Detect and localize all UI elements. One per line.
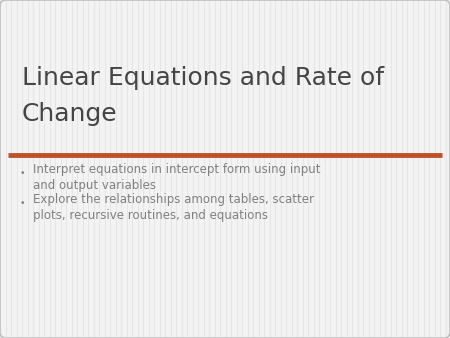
Text: Linear Equations and Rate of: Linear Equations and Rate of	[22, 66, 384, 90]
Text: and output variables: and output variables	[33, 178, 156, 192]
Text: Change: Change	[22, 102, 117, 126]
Text: Interpret equations in intercept form using input: Interpret equations in intercept form us…	[33, 164, 320, 176]
Text: •: •	[20, 169, 26, 177]
Text: Explore the relationships among tables, scatter: Explore the relationships among tables, …	[33, 193, 314, 207]
Text: •: •	[20, 198, 26, 208]
Text: plots, recursive routines, and equations: plots, recursive routines, and equations	[33, 209, 268, 221]
